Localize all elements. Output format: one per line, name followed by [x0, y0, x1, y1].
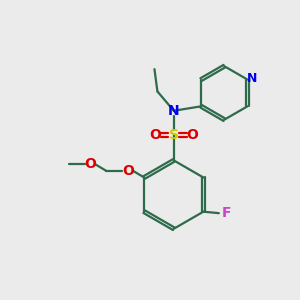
Text: O: O [122, 164, 134, 178]
Text: F: F [221, 206, 231, 220]
Text: S: S [169, 128, 179, 142]
Text: O: O [149, 128, 161, 142]
Text: N: N [247, 72, 258, 85]
Text: O: O [186, 128, 198, 142]
Text: O: O [84, 158, 96, 171]
Text: N: N [168, 104, 180, 118]
